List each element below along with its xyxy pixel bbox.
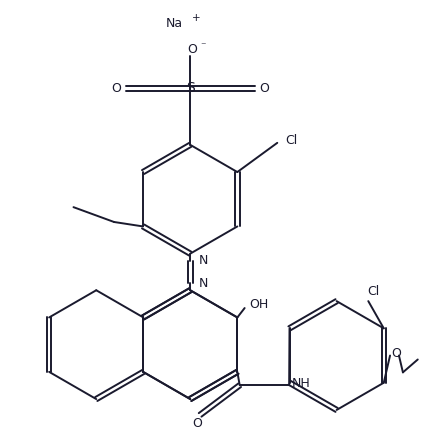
Text: Cl: Cl bbox=[367, 285, 379, 298]
Text: Cl: Cl bbox=[285, 134, 297, 147]
Text: S: S bbox=[186, 81, 195, 95]
Text: O: O bbox=[391, 347, 401, 360]
Text: OH: OH bbox=[249, 297, 268, 310]
Text: O: O bbox=[192, 417, 202, 430]
Text: +: + bbox=[192, 13, 201, 23]
Text: O: O bbox=[260, 82, 269, 95]
Text: N: N bbox=[198, 277, 208, 290]
Text: N: N bbox=[198, 254, 208, 267]
Text: Na: Na bbox=[165, 16, 183, 29]
Text: O: O bbox=[111, 82, 121, 95]
Text: NH: NH bbox=[292, 377, 311, 390]
Text: ⁻: ⁻ bbox=[200, 41, 206, 51]
Text: O: O bbox=[187, 43, 197, 56]
